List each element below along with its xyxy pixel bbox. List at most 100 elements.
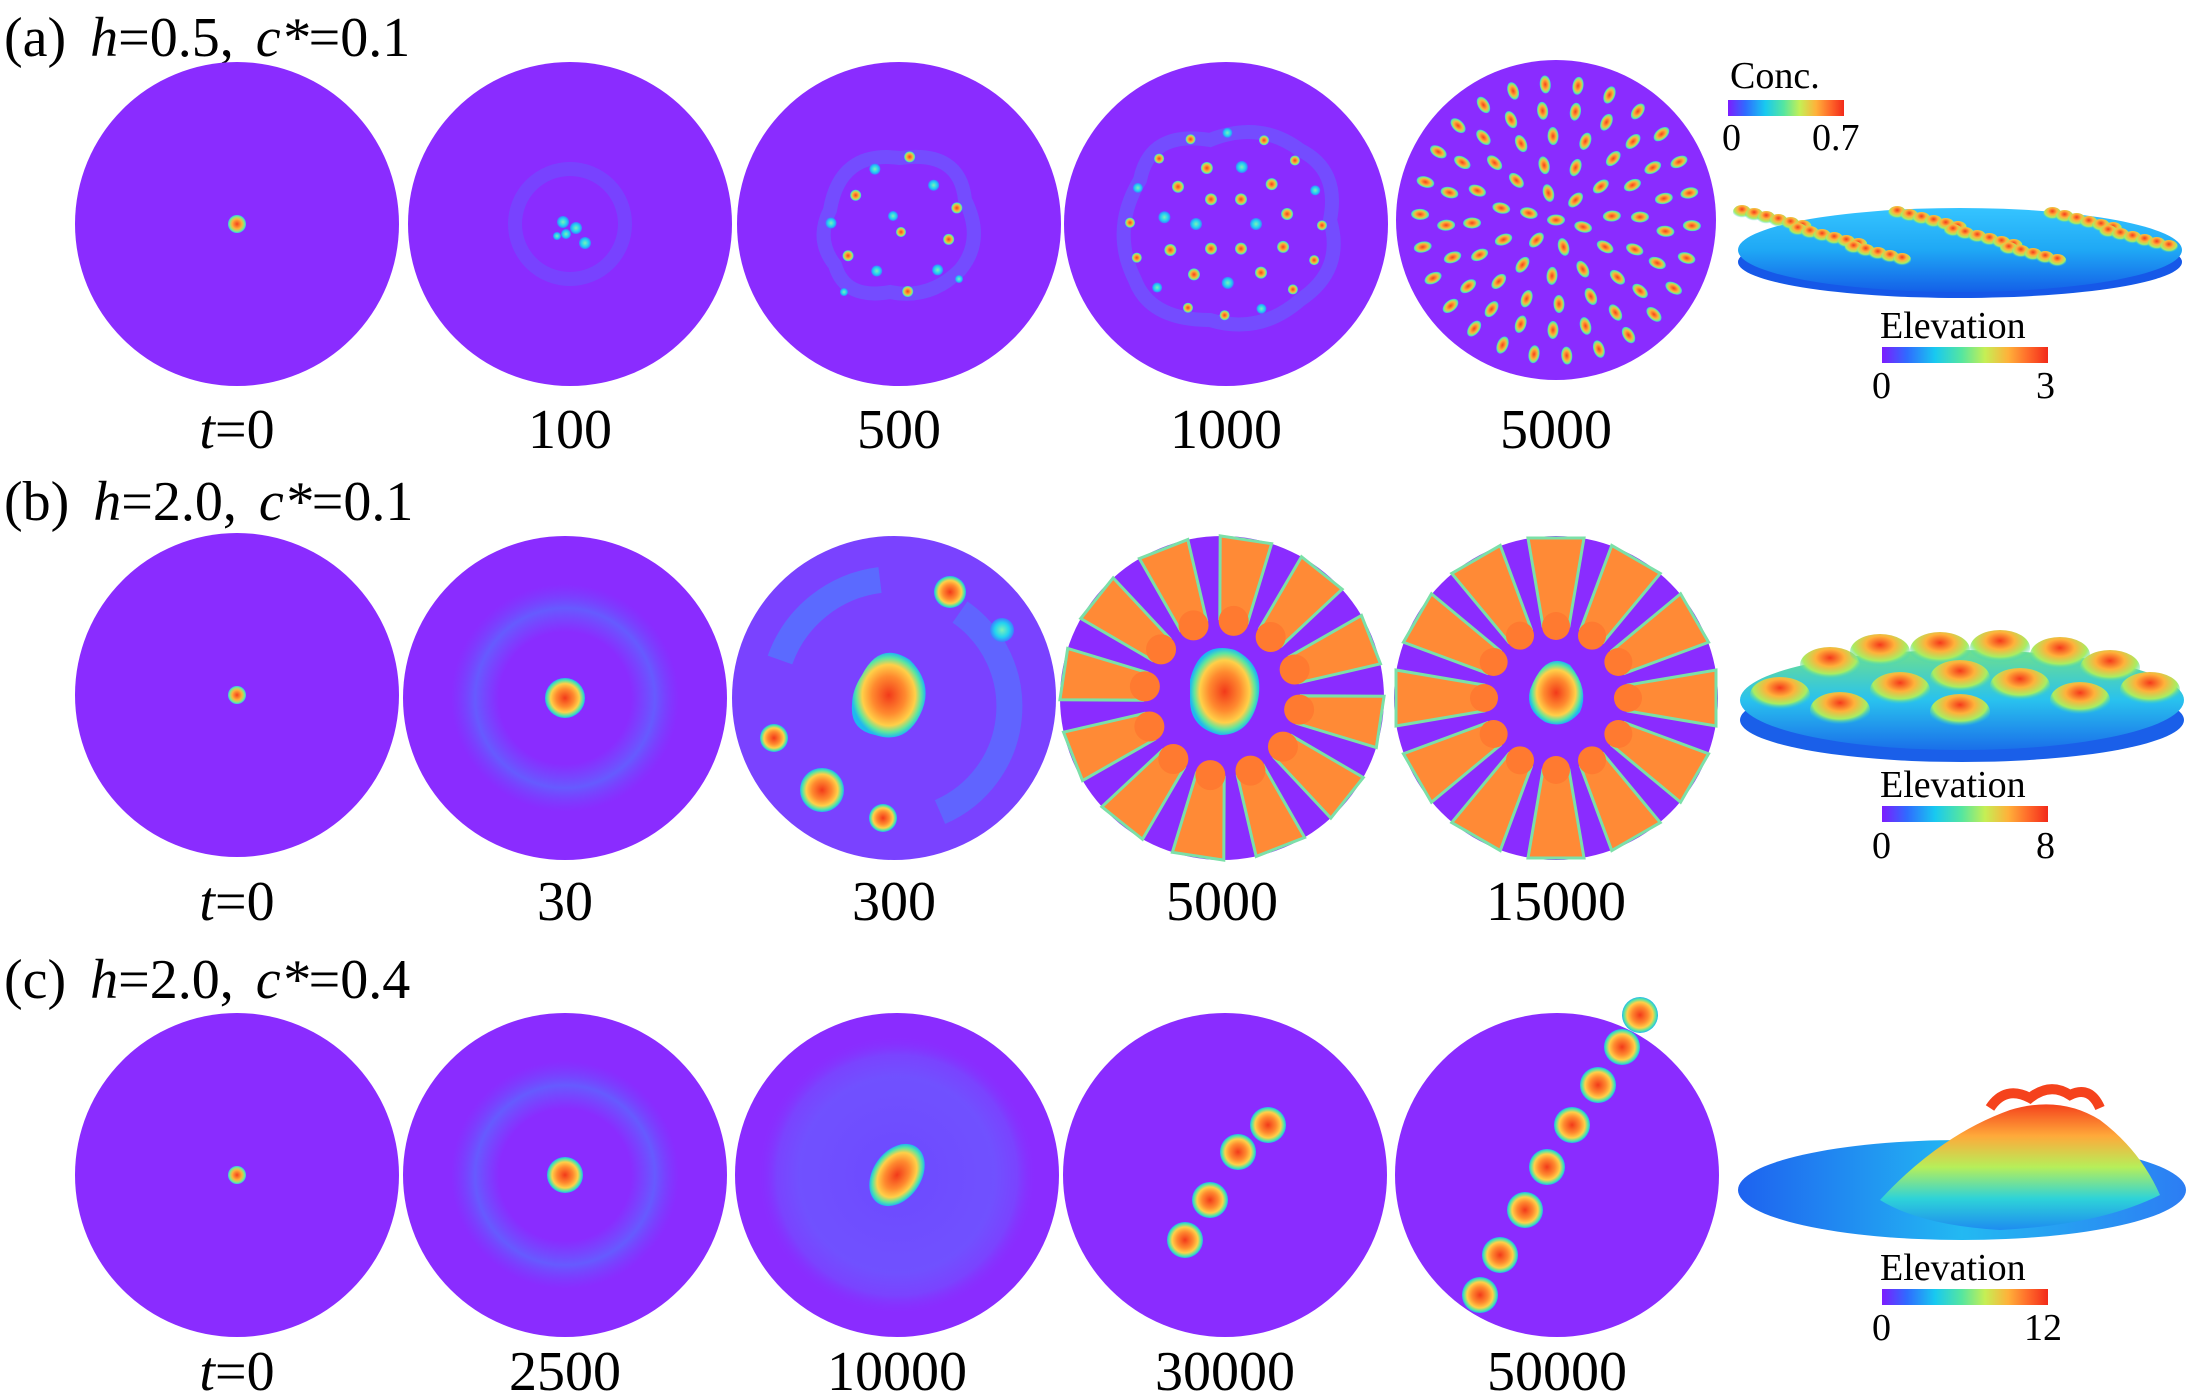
pattern-spot (1604, 1029, 1640, 1065)
time-labels: t=0 100 500 1000 5000 t=0 30 300 5000 15… (199, 399, 1627, 1400)
pattern-spot (1630, 103, 1645, 120)
row-a-h-value: =0.5, (118, 7, 234, 69)
pattern-spot (1665, 281, 1682, 295)
pattern-spot (1580, 1067, 1616, 1103)
row-c-h-value: =2.0, (118, 949, 234, 1011)
pattern-spot (1538, 156, 1550, 175)
row-c-time-1: t=0 (199, 1341, 274, 1400)
pattern-spot (1309, 255, 1320, 266)
pattern-arm-tip (1479, 648, 1508, 676)
pattern-spot (1554, 1107, 1590, 1143)
row-c-disc-2 (403, 1013, 727, 1337)
row-b-elevation-bar (1882, 806, 2048, 822)
pattern-spot (1462, 1277, 1498, 1313)
pattern-spot (896, 227, 906, 237)
row-b-disc-3 (732, 536, 1056, 860)
row-b-time-2: 30 (537, 871, 593, 933)
pattern-arm-tip (1267, 731, 1298, 762)
row-a-disc-5 (1396, 60, 1716, 380)
pattern-spot (1542, 184, 1555, 202)
row-c-disc-4 (1063, 1013, 1387, 1337)
row-c-disc-1 (75, 1013, 399, 1337)
pattern-arm-tip (1255, 622, 1286, 653)
surface-peak (2159, 240, 2178, 254)
pattern-spot (842, 250, 854, 262)
pattern-spot (1561, 346, 1573, 365)
row-c-time-5: 50000 (1487, 1341, 1627, 1400)
pattern-spot (1496, 336, 1509, 354)
pattern-spot (1623, 178, 1641, 192)
pattern-spot (1187, 268, 1200, 281)
row-a-disc-2 (408, 62, 732, 386)
pattern-spot (1185, 134, 1196, 145)
pattern-arm-tip (1195, 760, 1226, 791)
row-b-disc-4 (1058, 534, 1386, 862)
pattern-spot (1437, 219, 1456, 231)
row-a-letter: (a) (4, 7, 66, 69)
pattern-spot (1222, 127, 1233, 138)
pattern-spot (1235, 193, 1247, 206)
pattern-spot (1152, 282, 1163, 293)
row-a-time-1: t=0 (199, 399, 274, 461)
pattern-spot (1656, 225, 1675, 237)
pattern-spot (850, 189, 862, 201)
pattern-spot (1557, 238, 1570, 256)
concentration-colorbar: Conc. 0 0.7 (1722, 55, 1860, 159)
pattern-spot (1625, 133, 1641, 149)
row-c-elevation-min: 0 (1872, 1307, 1891, 1349)
pattern-spot (1569, 102, 1582, 121)
row-c-elevation-title: Elevation (1880, 1247, 2026, 1289)
row-c-elevation-surface (1738, 1084, 2186, 1240)
concentration-colorbar-title: Conc. (1730, 55, 1820, 97)
pattern-arm-tip (1604, 720, 1633, 748)
pattern-spot (1476, 96, 1491, 114)
pattern-arm-tip (1542, 612, 1570, 640)
row-a-disc-3 (737, 62, 1061, 386)
pattern-spot (1154, 153, 1165, 164)
row-b-letter: (b) (4, 471, 69, 533)
row-b-time-5: 15000 (1486, 871, 1626, 933)
pattern-spot (1603, 86, 1616, 104)
pattern-spot (1442, 298, 1459, 313)
pattern-spot (1602, 210, 1621, 222)
pattern-spot (1476, 129, 1491, 146)
pattern-spot (1172, 180, 1185, 193)
pattern-spot (1622, 997, 1658, 1033)
concentration-colorbar-bar (1728, 100, 1844, 116)
pattern-spot (1576, 260, 1590, 278)
pattern-spot (1630, 211, 1649, 223)
pattern-spot (1626, 243, 1644, 256)
row-b-h-symbol: h (93, 471, 121, 533)
pattern-spot (1677, 252, 1696, 264)
pattern-spot (1568, 192, 1583, 208)
pattern-spot (1281, 207, 1294, 220)
row-c-time-2: 2500 (509, 1341, 621, 1400)
row-b-elevation-min: 0 (1872, 825, 1891, 867)
surface-peak (2080, 650, 2140, 686)
row-c-time-4: 30000 (1155, 1341, 1295, 1400)
row-c-title: (c) h=2.0, c*=0.4 (4, 949, 410, 1011)
pattern-spot (1515, 256, 1530, 273)
row-b-title: (b) h=2.0, c*=0.1 (4, 471, 413, 533)
pattern-spot (1190, 218, 1202, 230)
pattern-spot (1440, 186, 1459, 199)
pattern-spot (1200, 161, 1213, 174)
surface-peak (1910, 632, 1970, 668)
pattern-arm-tip (1284, 694, 1315, 725)
pattern-arm-tip (1479, 720, 1508, 748)
pattern-spot (1235, 161, 1248, 174)
pattern-spot (1539, 75, 1551, 94)
row-b-elevation-colorbar: Elevation 0 8 (1872, 764, 2055, 867)
pattern-spot (1579, 317, 1592, 335)
pattern-spot (1443, 251, 1462, 264)
pattern-spot (1569, 158, 1582, 177)
pattern-spot (825, 217, 837, 229)
pattern-spot (1221, 276, 1234, 289)
row-b-time-1: t=0 (199, 871, 274, 933)
concentration-colorbar-max: 0.7 (1812, 117, 1860, 159)
row-a-elevation-min: 0 (1872, 365, 1891, 407)
pattern-arm-tip (1604, 648, 1633, 676)
pattern-spot (1256, 303, 1267, 314)
pattern-spot (1680, 187, 1699, 199)
pattern-spot (1460, 279, 1477, 294)
